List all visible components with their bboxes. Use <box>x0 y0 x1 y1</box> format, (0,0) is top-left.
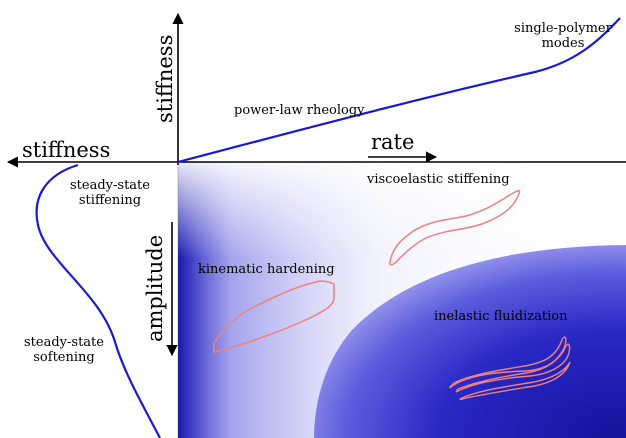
rate-label: rate <box>371 130 415 154</box>
steady-state-stiffening-label: steady-state stiffening <box>60 178 160 209</box>
single-polymer-modes-label: single-polymer modes <box>508 21 618 52</box>
softening-line: softening <box>33 349 95 365</box>
fluidization-region <box>314 245 626 438</box>
power-law-curve <box>177 17 621 164</box>
amplitude-label: amplitude <box>143 234 167 342</box>
viscoelastic-loop <box>389 190 521 266</box>
steady-state-softening-label: steady-state softening <box>14 335 114 366</box>
stiffness-vertical-label: stiffness <box>153 34 177 123</box>
steady-state-soft-line: steady-state <box>24 335 104 350</box>
kinematic-hardening-label: kinematic hardening <box>198 262 335 277</box>
kinematic-loop <box>213 280 335 353</box>
viscoelastic-stiffening-label: viscoelastic stiffening <box>367 172 510 187</box>
stiffness-horizontal-label: stiffness <box>22 138 111 162</box>
single-polymer-line: single-polymer <box>514 21 612 36</box>
stiffening-line: stiffening <box>78 192 142 208</box>
steady-state-curve <box>35 163 161 438</box>
steady-state-line: steady-state <box>70 178 150 193</box>
fluidization-loop <box>449 336 571 401</box>
modes-line: modes <box>541 35 585 51</box>
inelastic-fluidization-label: inelastic fluidization <box>434 309 568 324</box>
power-law-rheology-label: power-law rheology <box>234 103 365 118</box>
